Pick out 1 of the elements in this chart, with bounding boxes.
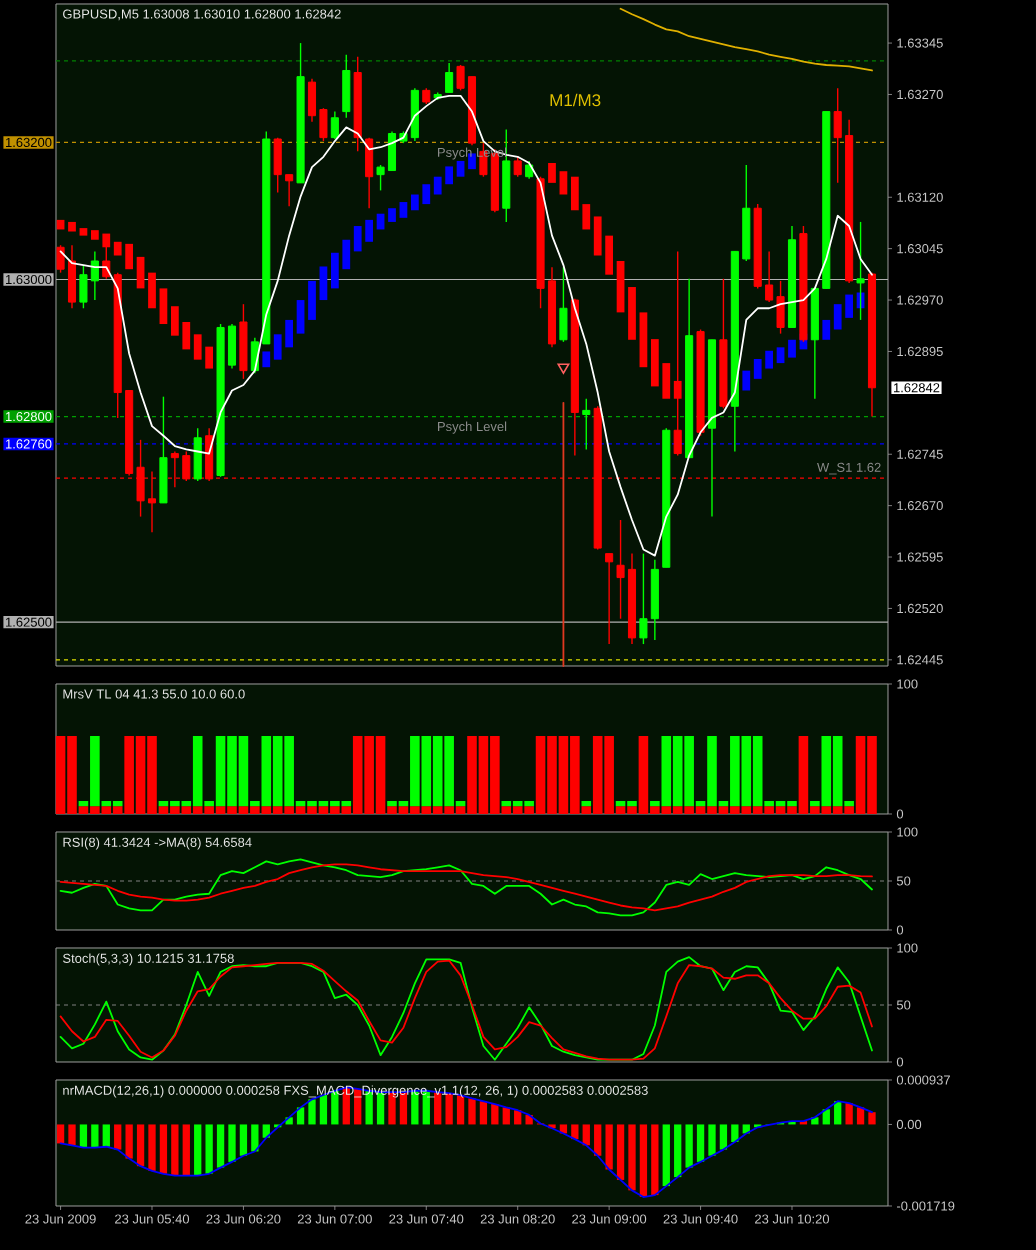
annotation: M1/M3 xyxy=(550,93,601,107)
